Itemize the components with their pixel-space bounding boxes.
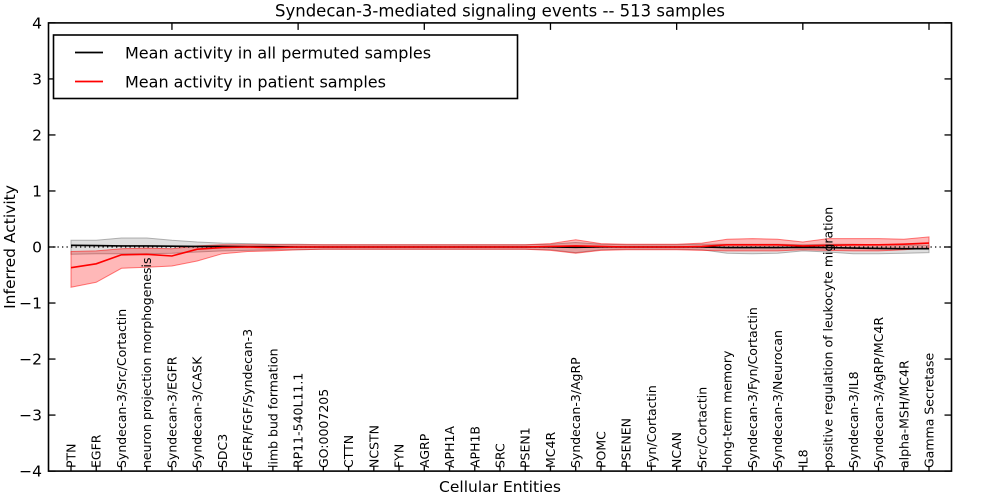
y-tick-label: 0	[32, 239, 42, 257]
x-tick-label: RP11-540L11.1	[291, 373, 306, 468]
legend: Mean activity in all permuted samples Me…	[52, 34, 519, 100]
x-tick-label: AGRP	[417, 433, 432, 468]
y-tick-label: −2	[19, 351, 42, 369]
x-tick-label: Syndecan-3/Fyn/Cortactin	[745, 307, 760, 468]
x-tick-label: POMC	[593, 431, 608, 468]
x-tick-label: positive regulation of leukocyte migrati…	[821, 207, 836, 468]
x-tick-label: PTN	[64, 443, 79, 468]
x-tick-label: FYN	[392, 444, 407, 468]
y-tick-label: 3	[32, 70, 42, 88]
x-tick-label: alpha-MSH/MC4R	[896, 360, 911, 468]
y-tick-label: −4	[19, 463, 42, 481]
x-tick-label: NCSTN	[366, 425, 381, 468]
y-tick-label: 4	[32, 14, 42, 32]
x-tick-label: Fyn/Cortactin	[644, 385, 659, 468]
legend-patient-label: Mean activity in patient samples	[125, 73, 386, 92]
x-tick-label: Syndecan-3/EGFR	[164, 356, 179, 468]
x-axis-label: Cellular Entities	[439, 478, 561, 496]
x-tick-label: Syndecan-3/Neurocan	[770, 330, 785, 468]
x-tick-label: CTTN	[341, 435, 356, 468]
x-tick-label: GO:0007205	[316, 389, 331, 468]
x-tick-label: IL8	[795, 449, 810, 468]
x-tick-label: Src/Cortactin	[694, 387, 709, 468]
y-axis-label: Inferred Activity	[1, 185, 19, 309]
x-tick-label: neuron projection morphogenesis	[139, 257, 154, 468]
x-tick-label: limb bud formation	[265, 348, 280, 468]
x-tick-label: APH1A	[442, 426, 457, 468]
y-tick-label: −1	[19, 295, 42, 313]
legend-permuted-label: Mean activity in all permuted samples	[125, 44, 431, 63]
x-tick-label: SDC3	[215, 434, 230, 468]
legend-box	[52, 34, 519, 100]
x-tick-label: Syndecan-3/AgRP	[568, 357, 583, 468]
y-tick-label: −3	[19, 407, 42, 425]
x-tick-label: EGFR	[89, 434, 104, 468]
x-tick-label: NCAN	[669, 432, 684, 468]
patient-mean-line	[70, 242, 930, 269]
x-tick-label: Syndecan-3/AgRP/MC4R	[871, 317, 886, 468]
plot-area	[47, 22, 953, 472]
confidence-bands-layer	[70, 236, 930, 288]
y-tick-label: 1	[32, 182, 42, 200]
y-tick-label: 2	[32, 126, 42, 144]
x-tick-label: Syndecan-3/IL8	[846, 371, 861, 468]
x-tick-label: MC4R	[543, 432, 558, 468]
mean-lines-layer	[70, 242, 930, 269]
tick-labels-layer: −4 −3 −2 −1 0 1 2 3 4 PTN EGFR Syndecan-3/Src/Corta…	[19, 14, 936, 480]
x-tick-label: PSEN1	[518, 427, 533, 468]
x-tick-label: SRC	[493, 443, 508, 468]
x-tick-label: FGFR/FGF/Syndecan-3	[240, 329, 255, 468]
x-tick-label: Syndecan-3/CASK	[190, 356, 205, 468]
x-tick-label: Gamma Secretase	[922, 353, 937, 468]
axis-ticks-layer	[48, 22, 952, 472]
x-tick-label: long-term memory	[720, 350, 735, 468]
x-tick-label: PSENEN	[619, 418, 634, 468]
x-tick-label: APH1B	[467, 426, 482, 468]
x-tick-label: Syndecan-3/Src/Cortactin	[114, 309, 129, 468]
chart-title: Syndecan-3-mediated signaling events -- …	[275, 2, 725, 21]
